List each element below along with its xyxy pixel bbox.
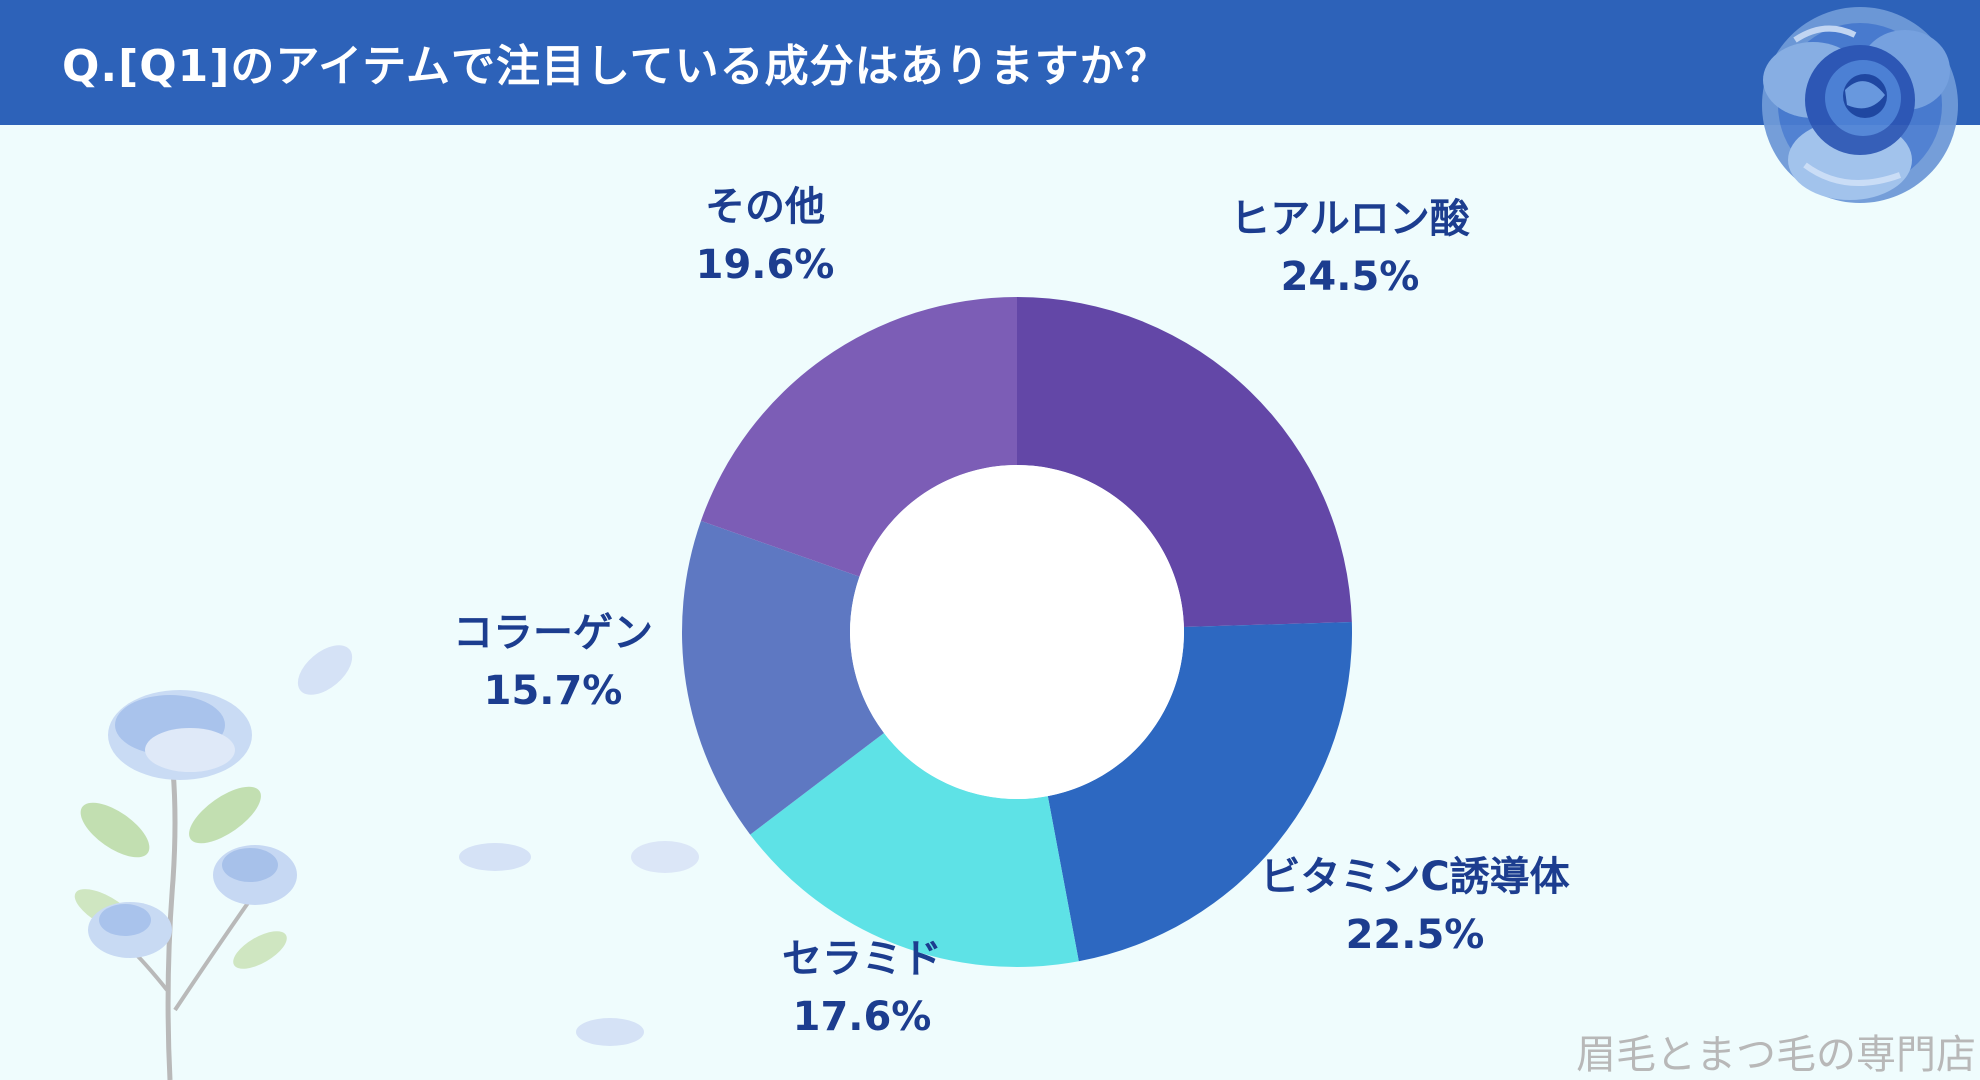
donut-hole xyxy=(850,465,1184,799)
pie-slice-4 xyxy=(682,520,884,835)
slice-category-label: セラミド xyxy=(782,936,942,982)
petal-icon xyxy=(297,645,353,695)
slice-category-label: ヒアルロン酸 xyxy=(1230,196,1470,242)
slice-label-5: その他 19.6% xyxy=(696,178,835,294)
slice-value-label: 19.6% xyxy=(695,242,835,288)
pie-slice-3 xyxy=(750,732,1079,968)
slice-value-label: 24.5% xyxy=(1280,254,1420,300)
rose-stem-icon xyxy=(74,690,297,1080)
petal-icon xyxy=(459,843,531,871)
slice-category-label: ビタミンC誘導体 xyxy=(1260,854,1570,900)
slice-label-1: ヒアルロン酸 24.5% xyxy=(1230,190,1470,306)
petal-icon xyxy=(631,841,699,873)
watermark: 眉毛とまつ毛の専門店 xyxy=(1576,1032,1976,1078)
pie-slice-5 xyxy=(700,296,1017,577)
slice-label-3: セラミド 17.6% xyxy=(782,930,942,1046)
pie-slice-1 xyxy=(1017,297,1352,628)
slice-value-label: 22.5% xyxy=(1345,912,1485,958)
pie-slice-2 xyxy=(1047,621,1352,962)
slice-value-label: 15.7% xyxy=(483,668,623,714)
slice-label-4: コラーゲン 15.7% xyxy=(453,604,653,720)
slice-category-label: コラーゲン xyxy=(453,610,653,656)
petal-icon xyxy=(576,1018,644,1046)
slice-value-label: 17.6% xyxy=(792,994,932,1040)
slice-label-2: ビタミンC誘導体 22.5% xyxy=(1260,848,1569,964)
blue-rose-icon xyxy=(1762,7,1958,203)
slice-category-label: その他 xyxy=(705,184,825,230)
chart-title: Q.[Q1]のアイテムで注目している成分はありますか？ xyxy=(62,41,1170,92)
header-bar: Q.[Q1]のアイテムで注目している成分はありますか？ xyxy=(0,0,1980,125)
